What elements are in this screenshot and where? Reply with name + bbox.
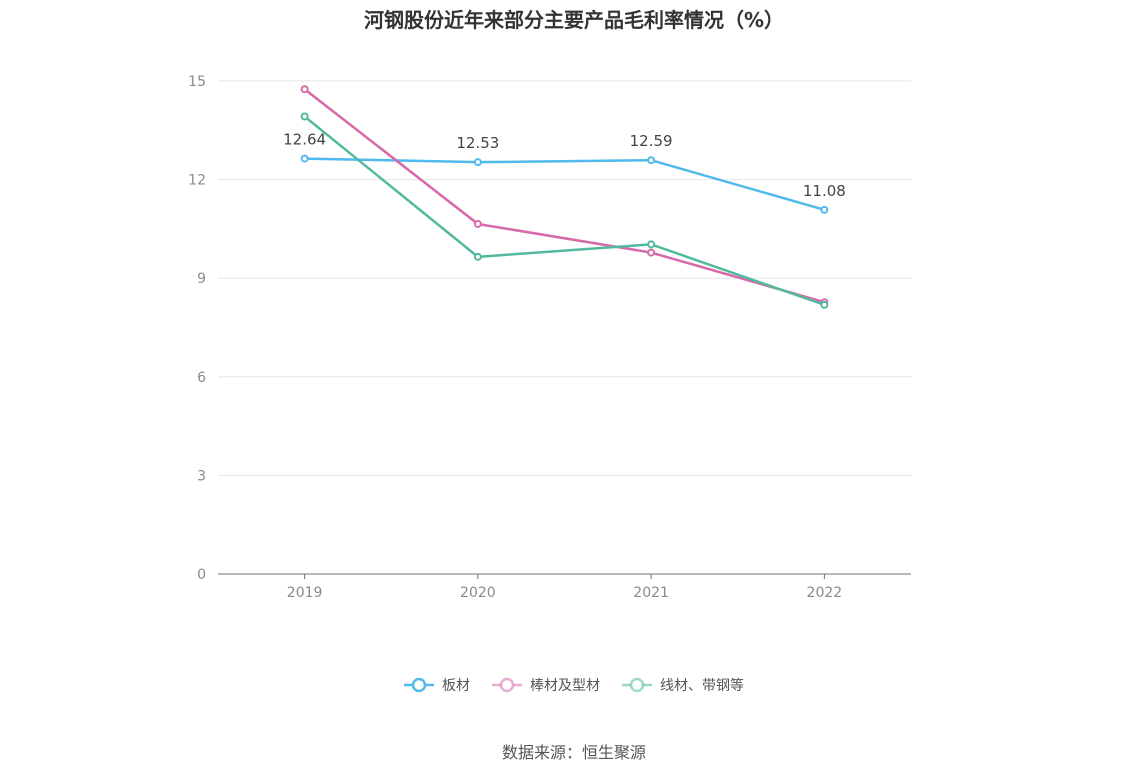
- x-axis: 2019 2020 2021 2022: [218, 573, 911, 601]
- series-line-2: [303, 88, 825, 304]
- data-point: [300, 112, 309, 121]
- series-lines: [300, 85, 829, 309]
- data-point: [820, 300, 829, 309]
- legend-label: 板材: [442, 678, 470, 694]
- data-labels: 12.64 12.53 12.59 11.08: [283, 131, 846, 200]
- data-point: [647, 156, 656, 165]
- x-tick-label: 2020: [460, 585, 496, 601]
- legend-circle-icon: [499, 677, 515, 693]
- legend-item-1: 板材: [404, 677, 470, 694]
- data-label: 12.64: [283, 131, 326, 149]
- data-point: [473, 252, 482, 261]
- y-tick-label: 3: [197, 468, 206, 484]
- data-point: [647, 248, 656, 257]
- legend-circle-icon: [629, 677, 645, 693]
- legend: 板材 棒材及型材 线材、带钢等: [404, 677, 744, 694]
- grid-lines: [218, 80, 911, 476]
- legend-item-2: 棒材及型材: [492, 677, 600, 694]
- x-tick-label: 2019: [287, 585, 323, 601]
- data-point: [300, 85, 309, 94]
- x-tick-label: 2021: [633, 585, 669, 601]
- data-label: 12.59: [630, 132, 673, 150]
- y-axis: 0 3 6 9 12 15: [188, 74, 206, 583]
- data-point: [300, 154, 309, 163]
- source-note: 数据来源：恒生聚源: [501, 743, 646, 762]
- y-tick-label: 15: [188, 74, 206, 90]
- data-point: [473, 219, 482, 228]
- data-point: [473, 158, 482, 167]
- legend-label: 线材、带钢等: [660, 677, 744, 694]
- data-label: 12.53: [456, 134, 499, 152]
- data-label: 11.08: [803, 182, 846, 200]
- y-tick-label: 0: [197, 567, 206, 583]
- x-tick-label: 2022: [807, 585, 843, 601]
- legend-item-3: 线材、带钢等: [622, 677, 744, 694]
- data-point: [647, 240, 656, 249]
- series-line-3: [303, 115, 825, 307]
- chart-title: 河钢股份近年来部分主要产品毛利率情况（%）: [363, 8, 785, 32]
- series-line-1: [304, 157, 825, 212]
- y-tick-label: 6: [197, 370, 206, 386]
- legend-circle-icon: [411, 677, 427, 693]
- legend-label: 棒材及型材: [530, 678, 600, 694]
- data-point: [820, 205, 829, 214]
- y-tick-label: 12: [188, 173, 206, 189]
- y-tick-label: 9: [197, 271, 206, 287]
